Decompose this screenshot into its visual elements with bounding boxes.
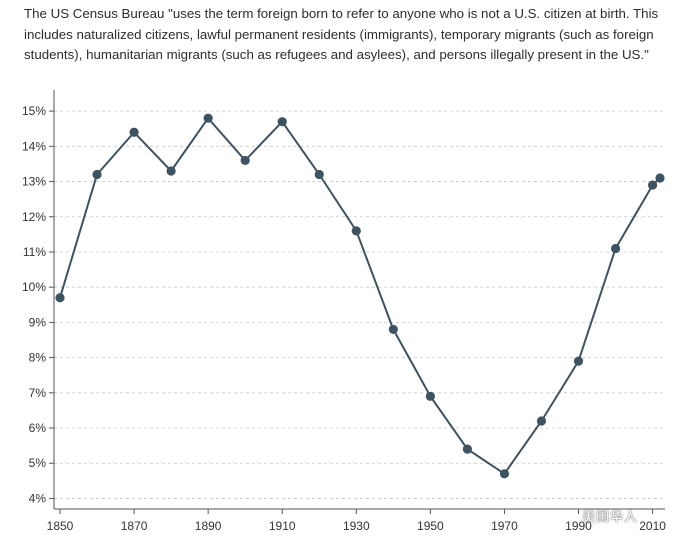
data-point [92, 169, 102, 180]
axes [53, 90, 665, 510]
data-point [462, 444, 473, 454]
y-tick-label: 13% [22, 175, 46, 189]
x-tick-label: 1910 [269, 519, 296, 533]
x-axis-ticks: 1850 1870 1890 1910 1930 1950 1970 1990 2010 [47, 509, 666, 533]
y-tick-label: 4% [29, 491, 47, 505]
data-point [277, 117, 287, 127]
x-tick-label: 1890 [195, 519, 222, 533]
x-tick-label: 1950 [417, 519, 444, 533]
data-point [499, 469, 510, 479]
y-tick-label: 12% [22, 210, 46, 224]
y-tick-label: 8% [29, 351, 47, 365]
x-tick-label: 1850 [47, 519, 74, 533]
data-point [388, 324, 398, 335]
x-tick-label: 2010 [639, 519, 666, 533]
data-point [55, 293, 65, 303]
data-point [240, 155, 250, 166]
data-point [314, 169, 324, 180]
y-tick-label: 7% [29, 386, 47, 400]
data-point [166, 166, 176, 176]
data-point [203, 113, 213, 123]
data-point [536, 416, 547, 426]
data-point [655, 173, 665, 183]
series-line [59, 116, 661, 476]
x-tick-label: 1870 [121, 519, 148, 533]
y-tick-label: 6% [29, 421, 47, 435]
watermark-text: 美国华人 [582, 509, 639, 524]
x-tick-label: 1990 [565, 519, 592, 533]
data-point [647, 180, 658, 190]
x-tick-label: 1930 [343, 519, 370, 533]
y-tick-label: 5% [29, 456, 47, 470]
y-axis-ticks: 4% 5% 6% 7% 8% 9% 10% 11% 12% 13% 14% 15% [22, 104, 54, 505]
y-tick-label: 11% [23, 245, 46, 259]
x-tick-label: 1970 [491, 519, 518, 533]
chart-caption: The US Census Bureau "uses the term fore… [24, 6, 659, 62]
data-point [610, 243, 621, 254]
data-point [425, 391, 435, 401]
data-point [573, 356, 584, 366]
y-tick-label: 9% [29, 315, 47, 329]
y-tick-label: 14% [22, 139, 46, 153]
data-point [129, 127, 139, 137]
data-point [351, 226, 361, 236]
series [55, 113, 665, 479]
y-tick-label: 15% [22, 104, 46, 118]
y-tick-label: 10% [22, 280, 46, 294]
gridlines [54, 110, 665, 499]
